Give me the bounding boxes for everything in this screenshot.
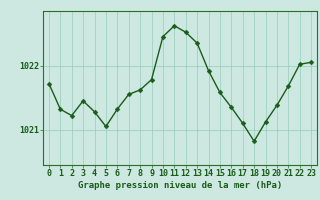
X-axis label: Graphe pression niveau de la mer (hPa): Graphe pression niveau de la mer (hPa) bbox=[78, 181, 282, 190]
